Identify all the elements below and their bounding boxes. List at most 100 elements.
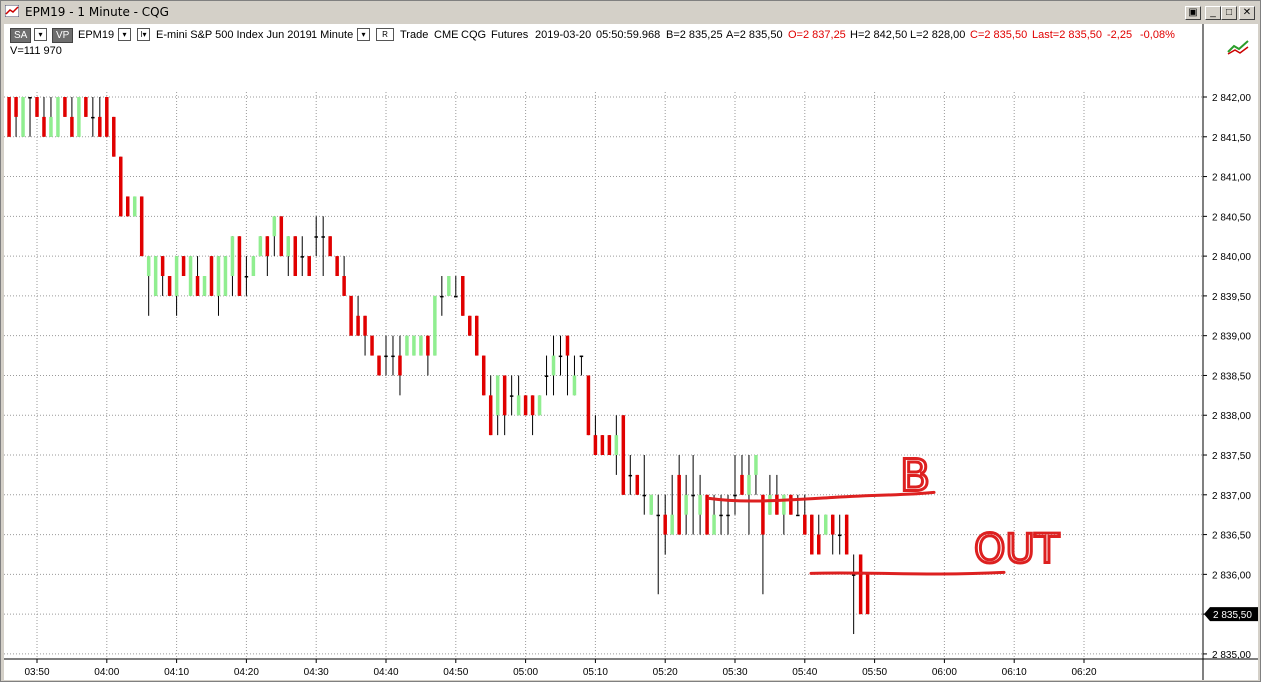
- bar-body: [188, 256, 193, 296]
- bar-body: [502, 375, 507, 416]
- bar-body: [747, 474, 751, 495]
- bar-body: [363, 315, 367, 336]
- price-chart[interactable]: 2 835,00 2 835,50 2 836,00 2 836,50 2 837,00…: [4, 24, 1258, 680]
- close-button[interactable]: ✕: [1239, 6, 1255, 20]
- y-tick-label: 2 840,50: [1212, 212, 1251, 223]
- x-tick-label: 05:00: [513, 667, 538, 678]
- bar-body: [726, 514, 730, 517]
- bar-body: [844, 514, 849, 555]
- last-price-marker: [1204, 607, 1258, 622]
- bar-body: [279, 216, 284, 257]
- bar-body: [174, 256, 179, 296]
- vp-tag[interactable]: VP: [52, 28, 74, 43]
- bar-body: [823, 514, 828, 535]
- x-tick-label: 05:10: [583, 667, 608, 678]
- bar-body: [146, 256, 151, 277]
- bar-body: [509, 395, 514, 397]
- bar-body: [544, 375, 549, 377]
- bar-body: [810, 514, 814, 555]
- bar-body: [789, 494, 793, 515]
- bar-body: [733, 494, 737, 497]
- study-dropdown-icon[interactable]: ǀ▾: [137, 28, 150, 41]
- y-tick-label: 2 839,50: [1212, 292, 1251, 303]
- minimize-button[interactable]: _: [1205, 6, 1221, 20]
- y-tick-label: 2 835,00: [1212, 650, 1251, 661]
- bar-body: [803, 514, 807, 535]
- y-tick-label: 2 838,50: [1212, 371, 1251, 382]
- bar-body: [426, 335, 430, 356]
- bar-body: [77, 97, 81, 137]
- ask-label: A=2 835,50: [726, 29, 783, 41]
- bar-body: [35, 97, 39, 117]
- x-tick-label: 04:30: [304, 667, 329, 678]
- bar-body: [223, 256, 228, 296]
- b-annotation-label: B: [900, 450, 930, 501]
- interval-label: 1 Minute: [311, 29, 354, 41]
- bar-body: [768, 494, 772, 515]
- bar-body: [740, 474, 744, 495]
- bar-body: [251, 256, 256, 277]
- trend-icon[interactable]: [1226, 38, 1252, 56]
- x-tick-label: 06:20: [1071, 667, 1096, 678]
- bar-body: [565, 335, 570, 356]
- trade-label: Trade: [400, 29, 429, 41]
- bar-body: [237, 236, 242, 296]
- bar-body: [523, 395, 528, 416]
- exchange-label: CME: [434, 29, 459, 41]
- title-bar[interactable]: EPM19 - 1 Minute - CQG ▣ _ □ ✕: [1, 1, 1260, 23]
- sa-tag[interactable]: SA: [10, 28, 32, 43]
- provider-label: CQG: [461, 29, 487, 41]
- bar-body: [858, 554, 863, 615]
- y-tick-label: 2 840,00: [1212, 252, 1251, 263]
- y-tick-label: 2 839,00: [1212, 332, 1251, 343]
- bar-body: [244, 276, 249, 278]
- chart-area[interactable]: 2 835,00 2 835,50 2 836,00 2 836,50 2 837,00…: [4, 24, 1258, 680]
- x-tick-label: 03:50: [24, 667, 49, 678]
- y-tick-label: 2 837,50: [1212, 451, 1251, 462]
- bar-body: [384, 355, 388, 358]
- bar-body: [572, 375, 577, 396]
- bar-body: [454, 295, 458, 298]
- symbol-label: EPM19: [78, 29, 115, 41]
- time-label: 05:50:59.968: [596, 29, 661, 41]
- date-label: 2019-03-20: [535, 29, 592, 41]
- bar-body: [42, 116, 46, 137]
- type-label: Futures: [491, 29, 529, 41]
- bar-body: [461, 276, 465, 316]
- close-label: C=2 835,50: [970, 29, 1028, 41]
- maximize-button[interactable]: □: [1221, 6, 1237, 20]
- y-tick-label: 2 841,00: [1212, 173, 1251, 184]
- bar-body: [705, 494, 709, 535]
- bar-body: [851, 574, 856, 576]
- x-tick-label: 05:40: [792, 667, 817, 678]
- bar-body: [125, 196, 130, 217]
- x-tick-label: 04:40: [373, 667, 398, 678]
- sa-dropdown-icon[interactable]: ▾: [34, 28, 47, 41]
- bar-body: [558, 355, 563, 358]
- bar-body: [314, 236, 318, 238]
- bar-body: [530, 395, 535, 416]
- bar-body: [775, 494, 779, 515]
- restore-icon[interactable]: ▣: [1185, 6, 1201, 20]
- bar-body: [321, 236, 325, 238]
- bar-body: [614, 435, 619, 456]
- r-button[interactable]: R: [376, 28, 394, 41]
- y-tick-label: 2 841,50: [1212, 133, 1251, 144]
- description-label: E-mini S&P 500 Index Jun 2019: [156, 29, 312, 41]
- x-tick-label: 05:30: [722, 667, 747, 678]
- bar-body: [516, 395, 521, 416]
- bar-body: [293, 236, 298, 277]
- bar-body: [865, 574, 870, 615]
- bar-body: [698, 494, 702, 515]
- bar-body: [719, 514, 723, 517]
- bar-body: [537, 395, 542, 416]
- bar-body: [586, 375, 591, 436]
- symbol-dropdown-icon[interactable]: ▾: [118, 28, 131, 41]
- interval-dropdown-icon[interactable]: ▾: [357, 28, 370, 41]
- window-title: EPM19 - 1 Minute - CQG: [25, 5, 169, 19]
- bar-body: [195, 276, 200, 296]
- bar-body: [474, 315, 479, 356]
- b-line: [707, 490, 936, 503]
- bar-body: [656, 514, 660, 517]
- bar-body: [356, 315, 360, 336]
